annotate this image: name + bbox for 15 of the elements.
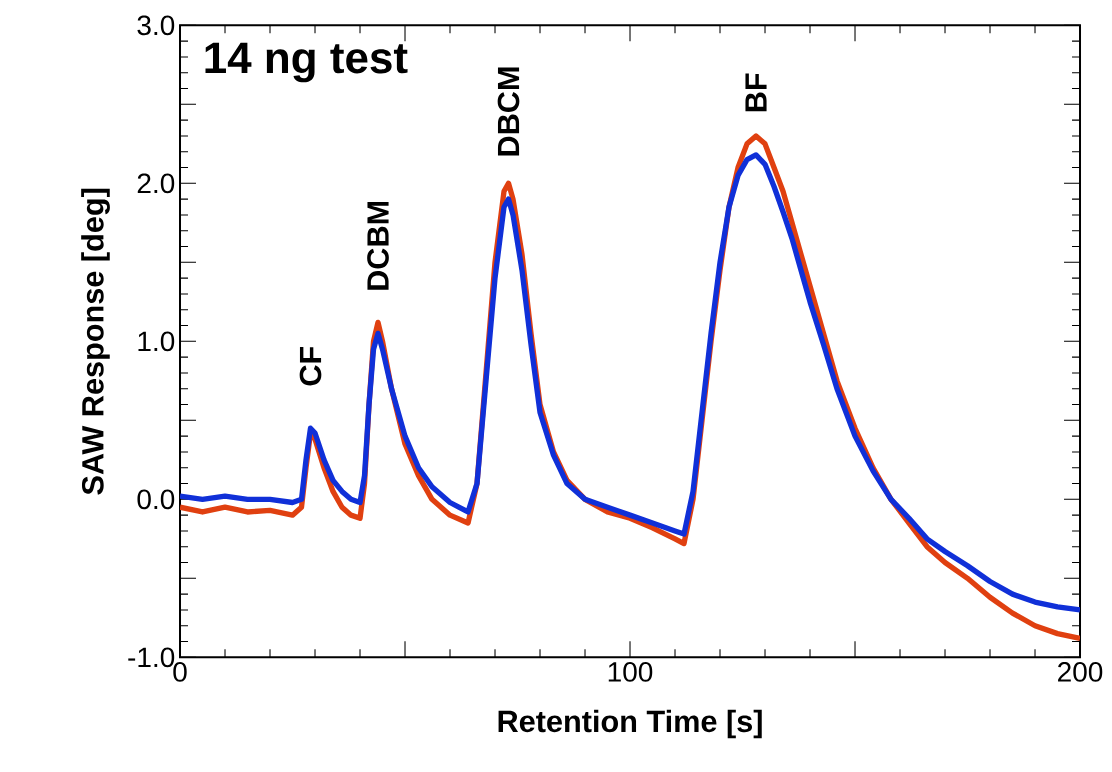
- x-tick-label: 100: [608, 662, 653, 682]
- annotation: CF: [299, 346, 322, 386]
- annotation: BF: [745, 73, 767, 112]
- x-axis-title: Retention Time [s]: [498, 709, 762, 739]
- annotation: DCBM: [367, 201, 389, 290]
- annotation: DBCM: [497, 67, 520, 156]
- y-tick-label: 1.0: [138, 331, 175, 352]
- y-tick-label: 2.0: [137, 173, 175, 194]
- y-tick-label: -1.0: [128, 647, 175, 668]
- y-axis-title: SAW Response [deg]: [81, 188, 110, 495]
- x-tick-label: 0: [173, 662, 187, 682]
- x-tick-label: 200: [1058, 662, 1103, 682]
- y-tick-label: 0.0: [137, 489, 175, 510]
- chart-title: 14 ng test: [205, 42, 408, 83]
- y-tick-label: 3.0: [137, 15, 175, 36]
